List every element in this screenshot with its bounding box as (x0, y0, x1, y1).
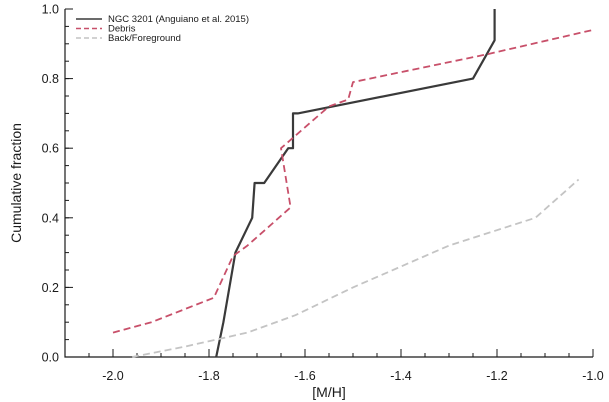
series-line-2 (112, 29, 594, 334)
legend-label: Back/Foreground (108, 33, 181, 44)
x-tick-label: -1.6 (294, 369, 316, 383)
legend: NGC 3201 (Anguiano et al. 2015)DebrisBac… (76, 14, 249, 44)
x-tick-label: -1.4 (390, 369, 412, 383)
x-tick-label: -1.8 (198, 369, 220, 383)
y-tick-label: 0.2 (42, 281, 59, 295)
legend-label: NGC 3201 (Anguiano et al. 2015) (108, 14, 249, 25)
x-tick-label: -2.0 (102, 369, 124, 383)
plot-area (64, 9, 593, 358)
y-tick-label: 0.4 (42, 211, 59, 225)
y-tick-label: 0.6 (42, 142, 59, 156)
y-tick-label: 0.8 (42, 72, 59, 86)
y-tick-label: 0.0 (42, 351, 59, 365)
y-axis-title: Cumulative fraction (8, 123, 24, 243)
series-line-1 (215, 9, 496, 358)
axis-ticks: -2.0 -1.8 -1.6 -1.4 -1.2 -1.0 0.0 0.2 0.4 0.6 0.8 1… (42, 3, 604, 384)
legend-label: Debris (108, 24, 136, 35)
x-axis-title: [M/H] (312, 384, 345, 400)
axis-frame (64, 9, 593, 358)
x-tick-label: -1.0 (582, 369, 604, 383)
series-layer (112, 9, 594, 358)
x-tick-label: -1.2 (486, 369, 508, 383)
series-line-3 (132, 178, 580, 358)
y-tick-label: 1.0 (42, 3, 59, 17)
